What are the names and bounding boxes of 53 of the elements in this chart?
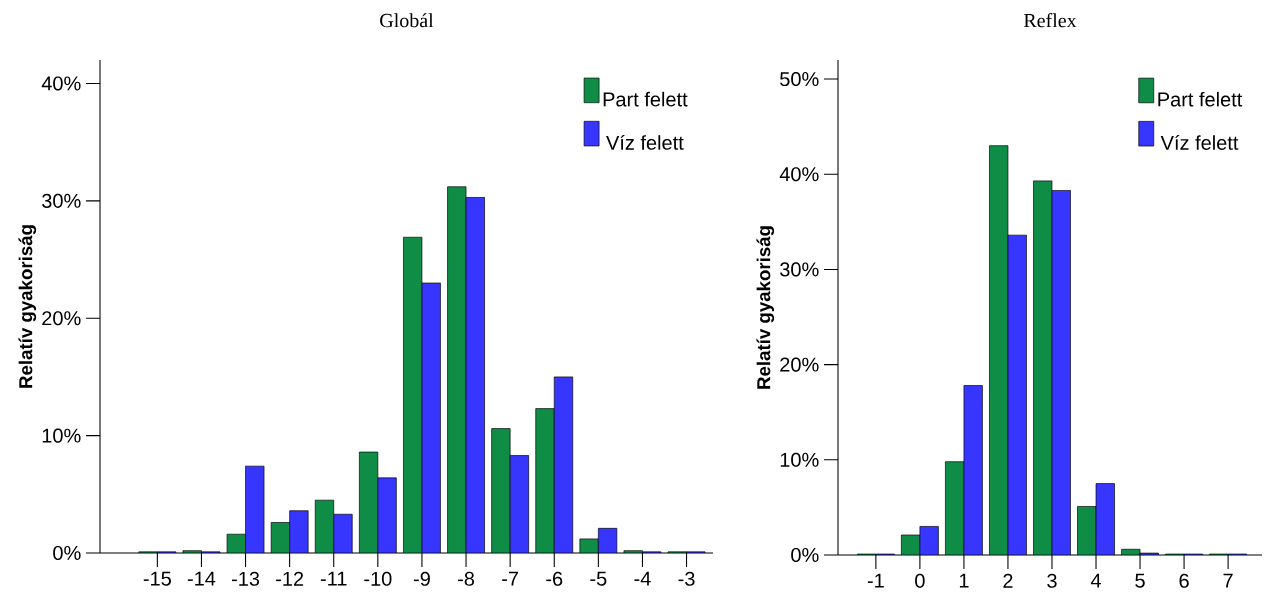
x-tick-label: -6	[546, 571, 563, 586]
chart-title: Reflex	[1023, 13, 1077, 28]
bar	[509, 455, 529, 553]
x-tick-label: -8	[458, 571, 475, 586]
y-tick-label: 10%	[42, 428, 81, 443]
bar	[535, 408, 555, 553]
x-tick-label: -10	[364, 571, 392, 586]
y-tick-label: 50%	[780, 71, 819, 87]
legend-label: Víz felett	[1160, 135, 1239, 150]
x-tick-label: -12	[276, 571, 304, 586]
y-tick-label: 20%	[42, 311, 81, 326]
x-tick-label: -14	[187, 571, 216, 586]
x-tick-label: -13	[231, 571, 260, 586]
x-tick-label: -1	[867, 573, 884, 588]
y-tick-label: 0%	[791, 547, 819, 563]
x-tick-label: 7	[1223, 573, 1233, 588]
y-tick-label: 40%	[41, 76, 81, 91]
bar	[245, 465, 265, 553]
bar	[447, 186, 467, 553]
bar	[491, 428, 511, 553]
x-tick-label: -11	[320, 571, 347, 586]
y-tick-label: 40%	[779, 167, 819, 182]
x-tick-label: 4	[1090, 573, 1101, 588]
x-tick-label: -5	[590, 571, 607, 586]
bar	[421, 282, 441, 553]
y-tick-label: 10%	[780, 452, 819, 467]
y-tick-label: 30%	[780, 262, 819, 277]
x-tick-label: -4	[634, 571, 651, 586]
bar	[377, 477, 397, 553]
y-tick-label: 30%	[42, 193, 81, 208]
x-tick-label: 1	[959, 573, 969, 588]
x-tick-label: 6	[1179, 573, 1189, 588]
legend-label: Part felett	[603, 91, 688, 107]
y-axis-title: Relatív gyakoriság	[756, 226, 775, 389]
x-tick-label: 5	[1135, 573, 1145, 588]
x-tick-label: -7	[502, 571, 519, 586]
x-tick-label: 3	[1047, 573, 1057, 588]
x-tick-label: 0	[915, 573, 925, 588]
x-tick-label: -3	[678, 571, 695, 586]
bar	[403, 236, 423, 553]
bar	[359, 451, 379, 553]
bar	[333, 513, 353, 553]
y-tick-label: 0%	[53, 545, 81, 561]
y-tick-label: 20%	[780, 357, 819, 372]
legend-label: Víz felett	[606, 134, 684, 150]
x-tick-label: -9	[413, 571, 430, 586]
x-tick-label: -15	[143, 571, 171, 586]
x-tick-label: 2	[1003, 573, 1013, 588]
legend-label: Part felett	[1158, 91, 1243, 107]
bar	[465, 196, 485, 553]
bar	[553, 376, 574, 553]
chart-title: Globál	[380, 13, 434, 28]
y-axis-title: Relatív gyakoriság	[18, 225, 37, 388]
